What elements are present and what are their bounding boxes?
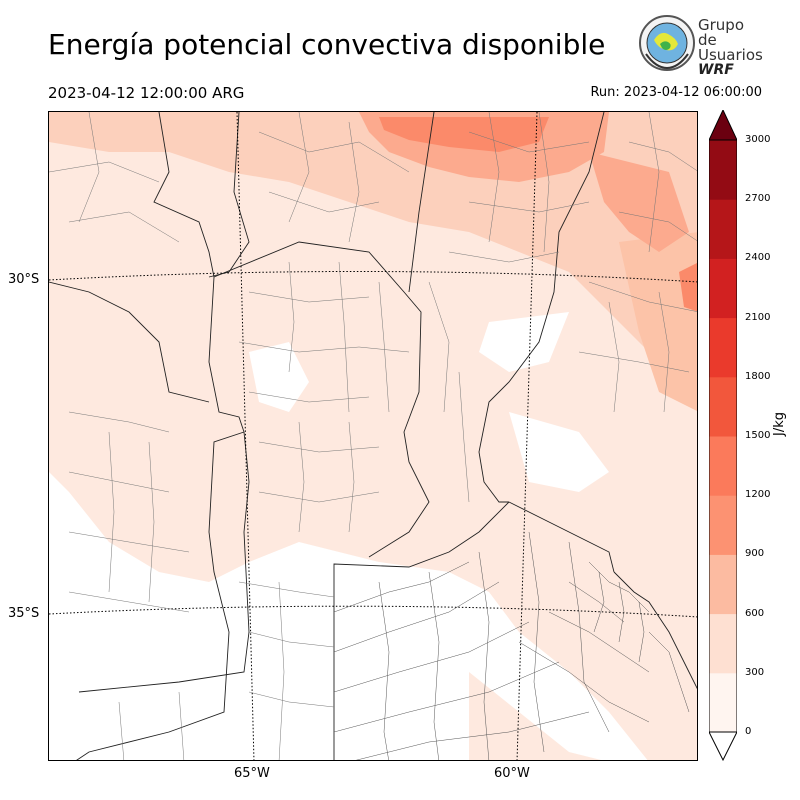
logo-line-2: Usuarios	[698, 46, 763, 64]
colorbar-segment	[709, 436, 737, 496]
cape-field-stronger-north	[379, 117, 549, 152]
graticule	[49, 112, 697, 760]
chart-title: Energía potencial convectiva disponible	[48, 28, 606, 61]
colorbar-segment	[709, 554, 737, 615]
colorbar-segment	[709, 317, 737, 378]
colorbar-tick-label: 1500	[745, 430, 771, 441]
lon-label-65w: 65°W	[234, 766, 270, 781]
colorbar-segment	[709, 495, 737, 555]
colorbar-tick-label: 0	[745, 726, 752, 737]
colorbar-tick-label: 2400	[745, 252, 771, 264]
lat-label-30s: 30°S	[8, 272, 40, 287]
lat-label-35s: 35°S	[8, 606, 40, 621]
colorbar-unit: J/kg	[772, 412, 787, 436]
colorbar-segment	[709, 199, 737, 259]
grupo-usuarios-wrf-logo: Grupo de Usuarios WRF	[638, 14, 763, 78]
colorbar-tick-label: 1800	[745, 370, 771, 382]
colorbar	[709, 110, 737, 762]
colorbar-tick-label: 2100	[745, 311, 771, 323]
logo-line-1: Grupo de	[698, 16, 744, 49]
cape-field-mid-east	[619, 232, 697, 411]
colorbar-extend-max	[709, 110, 737, 141]
colorbar-segment	[709, 140, 737, 200]
colorbar-segment	[709, 613, 737, 674]
cape-gap-east	[479, 312, 569, 372]
logo-text: Grupo de Usuarios WRF	[698, 18, 763, 78]
cape-field-light-south	[469, 672, 601, 760]
buenos-aires-partidos	[333, 531, 690, 760]
colorbar-segment	[709, 672, 737, 733]
lon-label-60w: 60°W	[494, 766, 530, 781]
cape-field-strong-northeast	[589, 152, 689, 252]
colorbar-tick-label: 900	[745, 548, 765, 560]
colorbar-segment	[709, 376, 737, 437]
department-boundaries	[49, 112, 697, 760]
cape-field-stronger-east	[679, 263, 697, 312]
cape-field-light	[49, 112, 697, 760]
coastline	[613, 571, 697, 690]
colorbar-extend-min	[709, 731, 737, 762]
colorbar-tick-label: 3000	[745, 134, 771, 145]
wrf-globe-icon	[639, 15, 695, 71]
colorbar-tick-label: 600	[745, 607, 765, 619]
colorbar-tick-label: 2700	[745, 193, 771, 205]
valid-time: 2023-04-12 12:00:00 ARG	[48, 84, 245, 102]
run-time: Run: 2023-04-12 06:00:00	[590, 85, 762, 100]
cape-map	[48, 111, 698, 761]
colorbar-tick-label: 300	[745, 666, 765, 678]
cape-gap-east-2	[509, 412, 609, 492]
colorbar-segment	[709, 258, 737, 319]
logo-line-3: WRF	[698, 62, 734, 78]
map-canvas	[49, 112, 697, 760]
colorbar-tick-label: 1200	[745, 489, 771, 501]
